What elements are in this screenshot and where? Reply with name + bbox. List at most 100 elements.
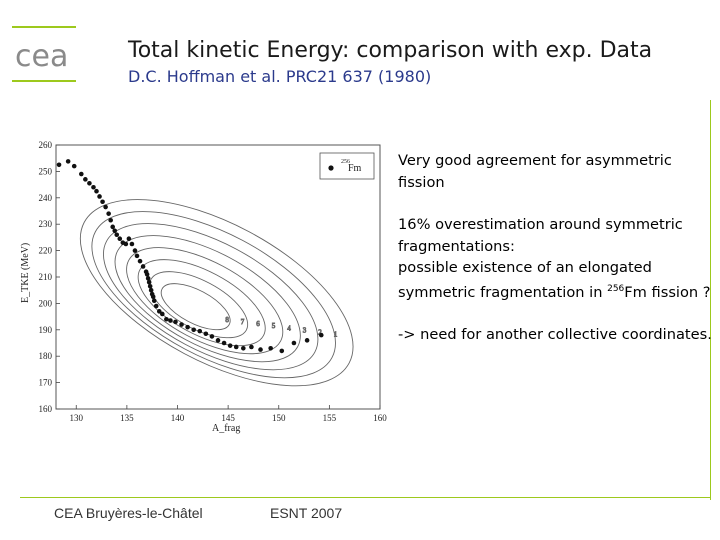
data-point — [148, 287, 154, 293]
data-point — [91, 184, 96, 190]
contour-label: 6 — [256, 320, 260, 328]
y-tick-label: 240 — [39, 193, 53, 203]
note-elongated-post: Fm fission ? — [624, 283, 711, 301]
contour-line — [79, 199, 354, 387]
legend-box — [319, 152, 375, 180]
data-point — [106, 211, 111, 216]
data-point — [156, 309, 162, 314]
y-tick-label: 190 — [39, 325, 53, 335]
legend-marker — [328, 165, 334, 171]
data-point — [203, 331, 209, 337]
data-point — [56, 162, 62, 168]
data-point — [147, 283, 153, 289]
right-divider — [710, 100, 711, 500]
note-collective: -> need for another collective coordinat… — [398, 325, 712, 343]
y-tick-label: 230 — [39, 219, 53, 229]
contour-group: 8 7 6 5 4 3 2 1 — [79, 199, 354, 387]
logo-top-bar — [12, 26, 76, 28]
footer-divider — [20, 497, 710, 498]
slide-subtitle: D.C. Hoffman et al. PRC21 637 (1980) — [128, 67, 432, 86]
data-point — [117, 236, 123, 242]
y-tick-label: 170 — [39, 378, 53, 388]
data-point — [134, 253, 140, 259]
data-point — [126, 236, 132, 242]
data-point — [137, 258, 143, 264]
data-point — [291, 340, 297, 346]
x-tick-label: 160 — [373, 413, 387, 423]
data-point — [233, 344, 239, 350]
data-point — [258, 347, 263, 352]
data-point — [197, 328, 203, 334]
data-point — [97, 194, 102, 199]
contour-line — [103, 223, 319, 371]
slide-title: Total kinetic Energy: comparison with ex… — [128, 38, 653, 63]
note-asymmetric: Very good agreement for asymmetric fissi… — [398, 152, 672, 191]
contour-label: 7 — [241, 318, 245, 326]
data-point — [268, 345, 273, 351]
data-point — [94, 188, 99, 194]
data-point — [209, 334, 215, 339]
contour-label: 2 — [318, 329, 322, 337]
contour-label: 5 — [272, 322, 276, 330]
y-tick-label: 200 — [39, 298, 53, 308]
data-point — [114, 232, 120, 238]
data-point — [140, 264, 146, 269]
legend-element: Fm — [348, 163, 362, 174]
data-point — [164, 316, 169, 322]
note-mass-number: 256 — [607, 283, 625, 294]
data-point — [129, 241, 135, 247]
data-point — [179, 322, 184, 327]
contour-label: 1 — [334, 331, 338, 339]
data-point — [132, 248, 138, 253]
data-point — [87, 180, 92, 186]
data-point — [146, 279, 152, 285]
contour-line — [160, 283, 231, 331]
contour-label: 8 — [225, 316, 229, 324]
data-point — [112, 228, 118, 234]
data-point — [279, 348, 285, 354]
x-tick-label: 140 — [171, 413, 185, 423]
x-tick-label: 135 — [120, 413, 134, 423]
x-tick-label: 145 — [221, 413, 235, 423]
y-axis: 160 170 180 190 200 210 220 230 240 250 260 — [39, 140, 60, 414]
y-axis-label: E_TKE (MeV) — [20, 243, 31, 303]
data-point — [241, 345, 246, 351]
data-point — [65, 159, 71, 164]
contour-line — [114, 235, 301, 363]
note-overestimation: 16% overestimation around symmetric frag… — [398, 216, 683, 255]
data-point — [79, 171, 84, 177]
x-tick-label: 130 — [70, 413, 84, 423]
data-point — [150, 294, 156, 300]
data-point — [173, 319, 178, 325]
contour-line — [91, 211, 336, 379]
data-point — [215, 338, 221, 343]
data-point — [144, 272, 150, 277]
y-tick-label: 160 — [39, 404, 53, 414]
data-point — [185, 324, 190, 330]
y-tick-label: 220 — [39, 246, 53, 256]
data-point — [153, 303, 159, 309]
data-point — [83, 177, 88, 182]
data-point — [103, 204, 108, 210]
data-point — [100, 199, 105, 205]
note-elongated-pre: possible existence of an elongated symme… — [398, 259, 652, 301]
data-point — [318, 332, 324, 338]
logo-bottom-bar — [12, 80, 76, 82]
x-axis-label: A_frag — [212, 423, 240, 434]
data-points — [56, 159, 324, 354]
logo-text: cea — [15, 39, 68, 74]
data-point — [304, 338, 310, 343]
contour-line — [126, 247, 284, 355]
x-tick-label: 155 — [323, 413, 337, 423]
y-tick-label: 210 — [39, 272, 53, 282]
x-tick-label: 150 — [272, 413, 286, 423]
y-tick-label: 260 — [39, 140, 53, 150]
data-point — [123, 241, 129, 247]
data-point — [168, 318, 173, 323]
data-point — [71, 163, 77, 169]
data-point — [191, 327, 196, 333]
contour-line — [137, 259, 266, 347]
x-axis: 130 135 140 145 150 155 160 — [70, 405, 387, 423]
y-tick-label: 180 — [39, 351, 53, 361]
